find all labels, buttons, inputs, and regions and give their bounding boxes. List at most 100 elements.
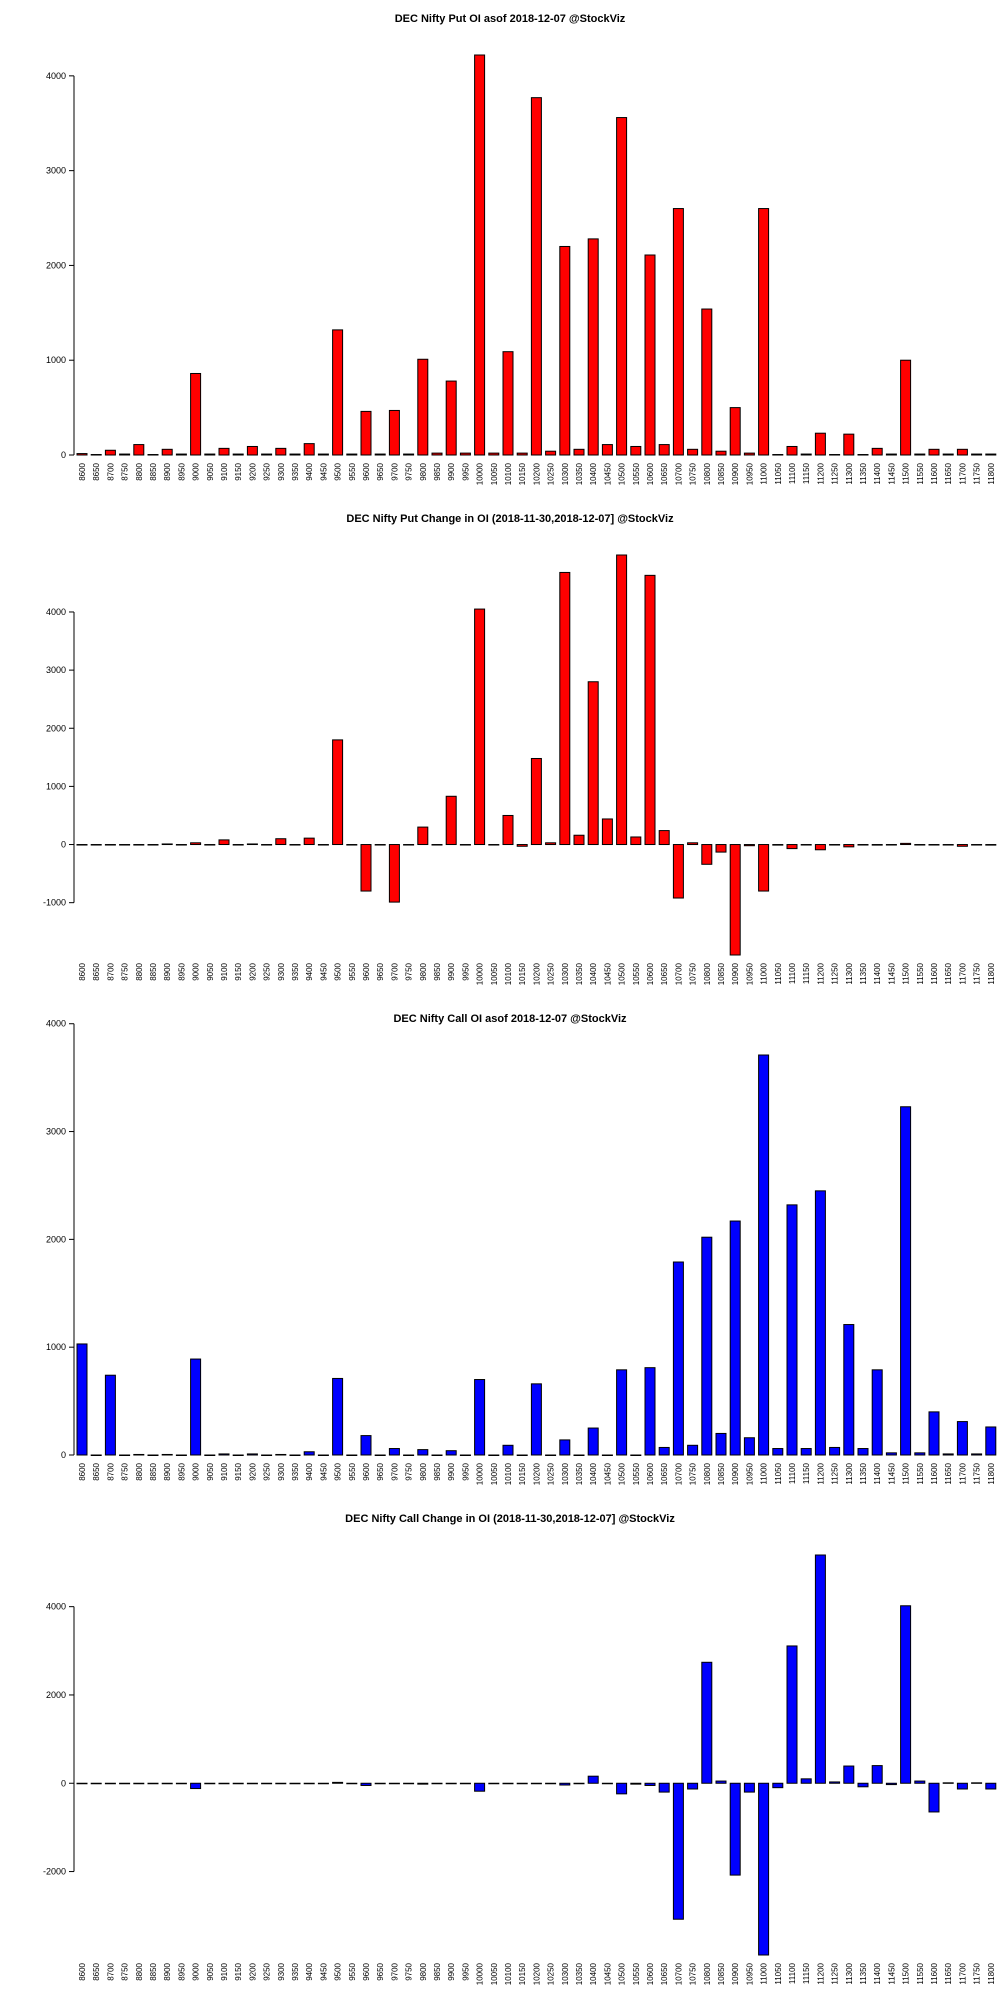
x-tick-label: 8800 <box>135 1462 144 1480</box>
x-tick-label: 10100 <box>504 1962 513 1985</box>
x-tick-label: 11100 <box>788 962 797 984</box>
bar <box>971 1782 983 1784</box>
bar <box>431 1454 443 1456</box>
bar <box>516 1782 528 1785</box>
bar <box>616 117 628 456</box>
bar <box>289 453 301 456</box>
bar <box>417 358 429 456</box>
bar <box>658 444 670 456</box>
x-tick-label: 9950 <box>461 1962 470 1980</box>
bar <box>246 445 258 456</box>
bar <box>545 842 557 846</box>
bar <box>76 1782 88 1785</box>
x-tick-label: 11300 <box>845 1462 854 1484</box>
x-tick-label: 9050 <box>206 1962 215 1980</box>
bar <box>190 1782 202 1790</box>
bar <box>630 1782 642 1785</box>
x-tick-label: 9350 <box>291 462 300 480</box>
bar <box>246 1782 258 1785</box>
x-tick-label: 9500 <box>334 962 343 980</box>
x-tick-label: 11250 <box>831 462 840 484</box>
x-tick-label: 8850 <box>149 462 158 480</box>
bar <box>829 1781 841 1784</box>
bar <box>403 844 415 846</box>
bar <box>275 1782 287 1785</box>
x-tick-label: 9500 <box>334 1962 343 1980</box>
bar <box>900 842 912 846</box>
x-tick-label: 9100 <box>220 1962 229 1980</box>
bar <box>900 1605 912 1784</box>
bar <box>914 1452 926 1456</box>
bar <box>701 1236 713 1456</box>
bar <box>956 1421 968 1456</box>
x-tick-label: 9650 <box>376 1962 385 1980</box>
x-tick-label: 9750 <box>405 1462 414 1480</box>
x-tick-label: 10450 <box>603 462 612 485</box>
bar <box>658 1782 670 1793</box>
x-tick-label: 11600 <box>930 1462 939 1484</box>
x-tick-label: 10850 <box>717 1962 726 1985</box>
bar <box>871 1369 883 1456</box>
x-tick-label: 8700 <box>106 1962 115 1980</box>
bar <box>133 1453 145 1456</box>
y-tick-label: 4000 <box>46 71 66 81</box>
bar <box>658 830 670 846</box>
x-tick-label: 9700 <box>390 1962 399 1980</box>
bar <box>360 1782 372 1786</box>
x-tick-label: 11800 <box>987 1462 996 1484</box>
x-tick-label: 10000 <box>476 962 485 985</box>
x-tick-label: 11000 <box>760 1462 769 1484</box>
x-tick-label: 10900 <box>731 962 740 985</box>
bar <box>985 844 997 846</box>
bar <box>204 1782 216 1785</box>
bar <box>956 844 968 847</box>
x-tick-label: 8700 <box>106 462 115 480</box>
bar <box>289 844 301 846</box>
bar <box>587 238 599 456</box>
x-tick-label: 11200 <box>816 1962 825 1984</box>
bar <box>119 453 131 456</box>
bar <box>601 1454 613 1456</box>
bar <box>104 1374 116 1456</box>
bar <box>601 1782 613 1785</box>
bar <box>445 795 457 846</box>
bar <box>871 844 883 846</box>
bar <box>672 844 684 899</box>
x-tick-label: 9300 <box>277 1462 286 1480</box>
x-tick-label: 10150 <box>518 1462 527 1485</box>
bar <box>303 837 315 846</box>
bar <box>502 814 514 846</box>
x-tick-label: 9200 <box>248 1962 257 1980</box>
bar <box>800 1778 812 1784</box>
bar <box>474 608 486 846</box>
bar <box>133 444 145 456</box>
bar <box>246 1453 258 1456</box>
bar <box>530 97 542 456</box>
bar <box>90 454 102 456</box>
x-tick-label: 9150 <box>234 1462 243 1480</box>
bar <box>701 1661 713 1784</box>
x-tick-label: 10400 <box>589 962 598 985</box>
x-tick-label: 10600 <box>646 962 655 985</box>
x-tick-label: 10700 <box>674 462 683 485</box>
bar <box>459 1454 471 1456</box>
bar <box>76 844 88 846</box>
bar <box>332 1781 344 1784</box>
x-tick-label: 9100 <box>220 962 229 980</box>
x-tick-label: 11050 <box>774 1962 783 1984</box>
x-tick-label: 8900 <box>163 1962 172 1980</box>
x-tick-label: 10050 <box>490 962 499 985</box>
bar <box>786 1645 798 1784</box>
x-tick-label: 11000 <box>760 962 769 984</box>
bar <box>545 1782 557 1785</box>
x-tick-label: 8850 <box>149 1462 158 1480</box>
x-tick-label: 8600 <box>78 1962 87 1980</box>
x-tick-label: 11550 <box>916 1962 925 1984</box>
bar <box>190 842 202 846</box>
bar <box>715 1780 727 1784</box>
x-tick-label: 11350 <box>859 962 868 984</box>
x-tick-label: 9350 <box>291 1462 300 1480</box>
bar <box>800 1448 812 1456</box>
x-tick-label: 9000 <box>192 1962 201 1980</box>
x-tick-label: 8900 <box>163 1462 172 1480</box>
